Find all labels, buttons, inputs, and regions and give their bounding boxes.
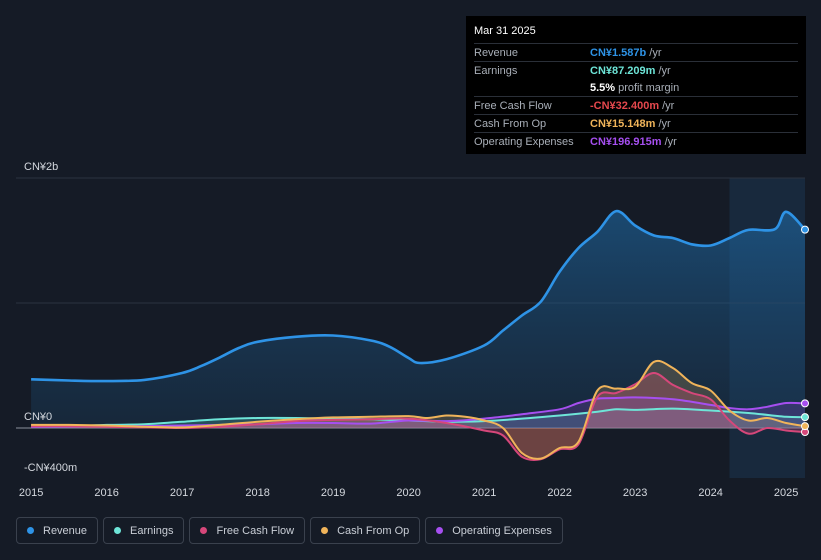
tooltip-row-value: CN¥15.148m — [590, 117, 656, 130]
x-tick-label: 2025 — [774, 487, 798, 499]
x-tick-label: 2021 — [472, 487, 496, 499]
tooltip-row: Cash From Op CN¥15.148m/yr — [474, 114, 798, 132]
tooltip-row-value: CN¥1.587b — [590, 46, 647, 59]
chart-legend: Revenue Earnings Free Cash Flow Cash From O… — [16, 517, 563, 544]
x-tick-label: 2017 — [170, 487, 194, 499]
series-endpoints — [801, 225, 809, 436]
legend-item-free-cash-flow[interactable]: Free Cash Flow — [189, 517, 306, 544]
legend-label: Operating Expenses — [452, 524, 552, 537]
x-tick-label: 2015 — [19, 487, 43, 499]
legend-item-operating-expenses[interactable]: Operating Expenses — [425, 517, 563, 544]
legend-label: Cash From Op — [337, 524, 410, 537]
tooltip-row-suffix: /yr — [662, 99, 675, 112]
legend-item-revenue[interactable]: Revenue — [16, 517, 99, 544]
line-cash-from-op — [31, 359, 806, 460]
tooltip-row-label: Free Cash Flow — [474, 99, 552, 112]
tooltip-rows: Revenue CN¥1.587b/yr Earnings CN¥87.209m/yr… — [474, 43, 798, 150]
area-free-cash-flow — [31, 372, 806, 461]
x-tick-label: 2024 — [698, 487, 722, 499]
area-operating-expenses — [31, 397, 806, 428]
legend-item-cash-from-op[interactable]: Cash From Op — [310, 517, 421, 544]
tooltip-row-label: Earnings — [474, 64, 518, 77]
tooltip-row: Operating Expenses CN¥196.915m/yr — [474, 132, 798, 150]
x-axis-labels: 2015 2016 2017 2018 2019 2020 2021 2022 2023 2024… — [19, 487, 799, 499]
line-revenue — [31, 209, 806, 383]
tooltip-row-suffix: /yr — [658, 117, 671, 130]
x-tick-label: 2023 — [623, 487, 647, 499]
tooltip-row-label: Revenue — [474, 46, 519, 59]
tooltip-row-label: Cash From Op — [474, 117, 547, 130]
legend-label: Free Cash Flow — [216, 524, 295, 537]
line-free-cash-flow — [31, 371, 806, 462]
tooltip-row-value: 5.5% — [590, 81, 616, 94]
tooltip-row-value: -CN¥32.400m — [590, 99, 660, 112]
tooltip-row: Revenue CN¥1.587b/yr — [474, 43, 798, 61]
tooltip-row: Earnings CN¥87.209m/yr — [474, 61, 798, 79]
legend-dot-icon — [200, 527, 208, 534]
x-tick-label: 2018 — [245, 487, 269, 499]
tooltip-row: 5.5% profit margin — [474, 79, 798, 96]
x-tick-label: 2019 — [321, 487, 345, 499]
tooltip-row-suffix: profit margin — [618, 81, 680, 94]
tooltip-row: Free Cash Flow -CN¥32.400m/yr — [474, 96, 798, 114]
tooltip-row-value: CN¥196.915m — [590, 135, 662, 148]
legend-dot-icon — [114, 527, 122, 534]
area-earnings — [31, 408, 806, 428]
legend-dot-icon — [321, 527, 329, 534]
series-areas — [31, 211, 806, 461]
tooltip-panel: Mar 31 2025 Revenue CN¥1.587b/yr Earnings C… — [466, 16, 806, 154]
tooltip-row-suffix: /yr — [649, 46, 662, 59]
endpoint-cash-from-op — [801, 422, 809, 431]
endpoint-revenue — [801, 225, 809, 234]
tooltip-row-label: Operating Expenses — [474, 135, 574, 148]
tooltip-row-suffix: /yr — [658, 64, 671, 77]
y-tick-label: -CN¥400m — [24, 462, 77, 474]
tooltip-date: Mar 31 2025 — [474, 25, 536, 37]
tooltip-row-suffix: /yr — [664, 135, 677, 148]
y-axis-labels: CN¥2b CN¥0 -CN¥400m — [24, 161, 77, 474]
legend-dot-icon — [27, 527, 34, 534]
x-tick-label: 2016 — [94, 487, 118, 499]
legend-label: Earnings — [130, 524, 174, 537]
x-tick-label: 2020 — [396, 487, 420, 499]
y-tick-label: CN¥2b — [24, 161, 58, 173]
legend-item-earnings[interactable]: Earnings — [103, 517, 185, 544]
series-lines — [31, 209, 806, 462]
endpoint-operating-expenses — [801, 399, 809, 408]
legend-dot-icon — [436, 527, 444, 534]
area-revenue — [31, 211, 806, 428]
legend-label: Revenue — [43, 524, 88, 537]
y-tick-label: CN¥0 — [24, 411, 52, 423]
tooltip-row-value: CN¥87.209m — [590, 64, 656, 77]
endpoint-earnings — [801, 413, 809, 422]
x-tick-label: 2022 — [547, 487, 571, 499]
